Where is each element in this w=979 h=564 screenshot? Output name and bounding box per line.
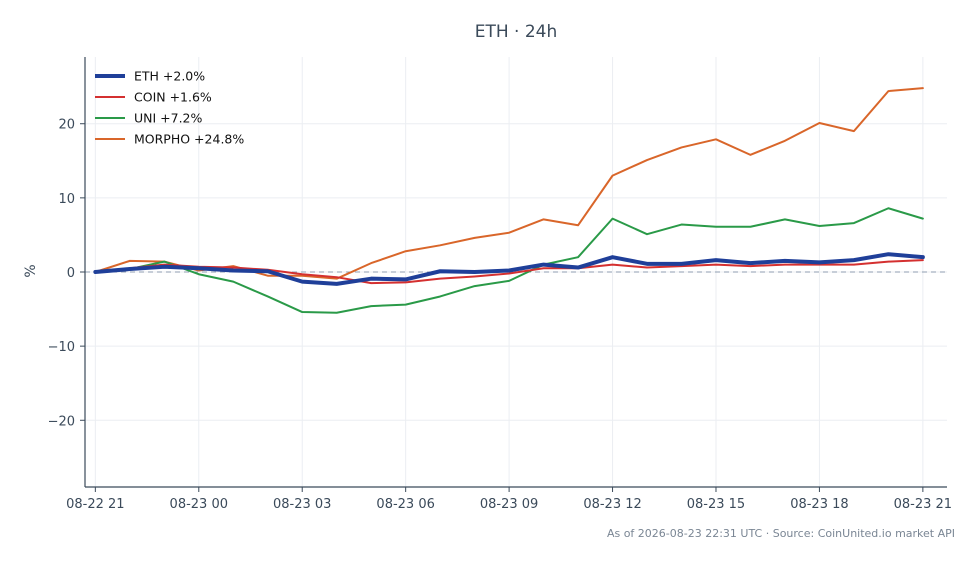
y-tick-label-3: −10	[48, 340, 75, 355]
series-line-1	[94, 259, 924, 285]
legend-label-3: MORPHO +24.8%	[134, 132, 244, 147]
x-tick-labels: 08-22 21 08-23 00 08-23 03 08-23 06 08-23 09…	[66, 487, 952, 512]
x-tick-label-2: 08-23 03	[273, 497, 331, 512]
x-tick-label-3: 08-23 06	[376, 497, 434, 512]
series-line-3	[94, 87, 924, 280]
y-tick-label-1: 10	[58, 192, 75, 207]
series-lines	[93, 87, 925, 314]
x-tick-label-8: 08-23 21	[894, 497, 952, 512]
y-tick-label-4: −20	[48, 414, 75, 429]
series-line-0	[93, 252, 925, 286]
footer-source-text: As of 2026-08-23 22:31 UTC · Source: Coi…	[607, 527, 955, 540]
legend: ETH +2.0% COIN +1.6% UNI +7.2% MORPHO +24.8…	[95, 69, 244, 147]
legend-label-0: ETH +2.0%	[134, 69, 205, 84]
x-tick-label-4: 08-23 09	[480, 497, 538, 512]
x-tick-label-0: 08-22 21	[66, 497, 124, 512]
x-tick-label-5: 08-23 12	[583, 497, 641, 512]
x-tick-label-7: 08-23 18	[790, 497, 848, 512]
legend-label-1: COIN +1.6%	[134, 90, 212, 105]
y-tick-label-0: 20	[58, 118, 75, 133]
y-axis-label: %	[23, 264, 39, 277]
chart-title: ETH · 24h	[475, 22, 558, 42]
x-tick-label-1: 08-23 00	[170, 497, 228, 512]
y-tick-labels: 20 10 0 −10 −20	[48, 118, 85, 429]
legend-label-2: UNI +7.2%	[134, 111, 203, 126]
x-tick-label-6: 08-23 15	[687, 497, 745, 512]
series-line-2	[94, 207, 924, 314]
y-tick-label-2: 0	[67, 266, 75, 281]
